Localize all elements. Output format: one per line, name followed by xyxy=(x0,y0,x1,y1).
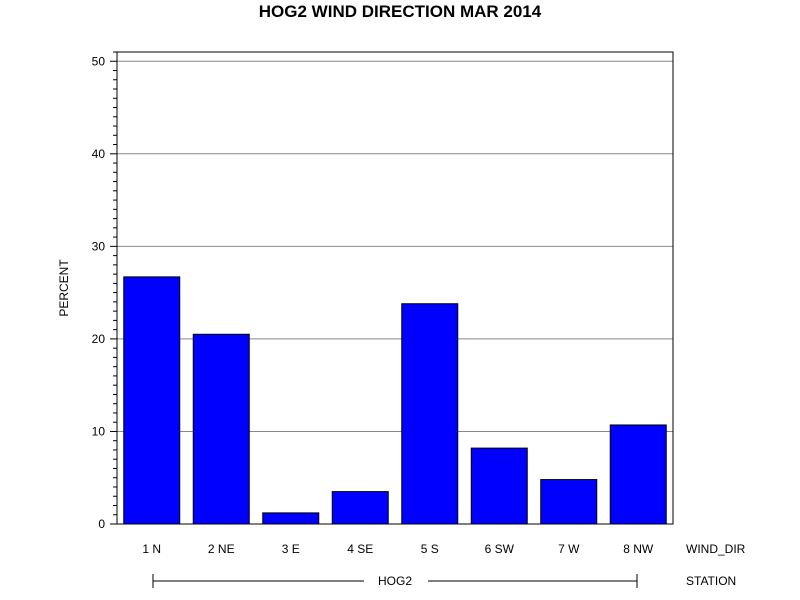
station-group-label: HOG2 xyxy=(378,574,412,588)
y-tick-label: 40 xyxy=(92,147,106,161)
y-axis: 0 10 20 30 40 50 xyxy=(92,51,117,531)
station-axis-label: STATION xyxy=(686,574,736,588)
x-tick-label: 4 SE xyxy=(347,542,373,556)
x-tick-label: 3 E xyxy=(282,542,300,556)
x-tick-label: 8 NW xyxy=(623,542,654,556)
bar xyxy=(123,276,181,525)
x-axis-label: WIND_DIR xyxy=(686,542,746,556)
bar xyxy=(540,479,598,525)
bar xyxy=(192,333,250,525)
y-tick-label: 0 xyxy=(98,517,105,531)
x-tick-labels: 1 N 2 NE 3 E 4 SE 5 S 6 SW 7 W 8 NW xyxy=(142,542,654,556)
x-tick-label: 7 W xyxy=(558,542,580,556)
x-tick-label: 6 SW xyxy=(485,542,515,556)
y-axis-label: PERCENT xyxy=(57,259,71,317)
x-tick-label: 1 N xyxy=(142,542,161,556)
bars xyxy=(123,276,667,525)
bar xyxy=(401,303,459,525)
x-tick-label: 5 S xyxy=(421,542,439,556)
x-tick-label: 2 NE xyxy=(208,542,235,556)
bar xyxy=(262,512,320,525)
station-group-bracket: HOG2 xyxy=(152,574,638,588)
plot-frame xyxy=(116,51,674,525)
y-tick-label: 30 xyxy=(92,239,106,253)
y-tick-label: 10 xyxy=(92,424,106,438)
y-tick-label: 20 xyxy=(92,332,106,346)
y-tick-label: 50 xyxy=(92,54,106,68)
bar xyxy=(331,491,389,525)
bar xyxy=(470,447,528,525)
bar xyxy=(609,424,667,525)
chart-title: HOG2 WIND DIRECTION MAR 2014 xyxy=(259,2,542,21)
